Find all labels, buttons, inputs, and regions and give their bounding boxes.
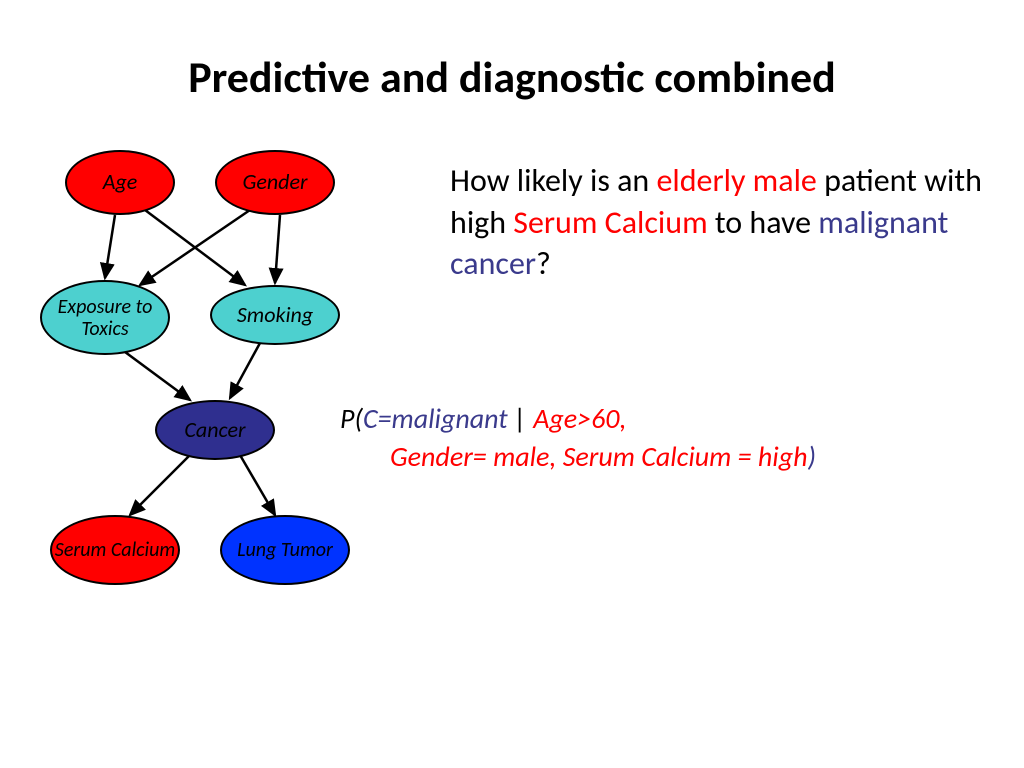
node-gender: Gender xyxy=(215,150,335,215)
edge-age-smoking xyxy=(145,210,245,285)
question-span: to have xyxy=(708,203,819,242)
question-text: How likely is an elderly male patient wi… xyxy=(450,160,990,285)
node-exposure: Exposure to Toxics xyxy=(40,280,170,355)
formula-line-2: Gender= male, Serum Calcium = high) xyxy=(340,438,1000,476)
node-cancer: Cancer xyxy=(155,400,275,460)
formula-span: Age>60, xyxy=(533,401,626,436)
question-span: How likely is an xyxy=(450,161,656,200)
formula-span: P( xyxy=(340,401,363,436)
edge-cancer-lung xyxy=(240,455,275,515)
edge-gender-exposure xyxy=(140,210,250,285)
formula-span: Gender= male, Serum Calcium = high xyxy=(390,439,808,474)
formula-span: C=malignant xyxy=(363,401,508,436)
question-span: Serum Calcium xyxy=(513,203,707,242)
node-age: Age xyxy=(65,150,175,215)
node-lung: Lung Tumor xyxy=(220,515,350,585)
edge-smoking-cancer xyxy=(230,343,260,398)
edge-age-exposure xyxy=(105,215,115,278)
question-span: elderly male xyxy=(656,161,816,200)
edge-cancer-serum xyxy=(130,455,190,515)
formula-line-1: P(C=malignant | Age>60, xyxy=(340,400,1000,438)
probability-formula: P(C=malignant | Age>60,Gender= male, Ser… xyxy=(340,400,1000,476)
question-span: ? xyxy=(536,244,551,283)
node-serum: Serum Calcium xyxy=(50,515,180,585)
formula-span: ) xyxy=(808,439,817,474)
formula-span: | xyxy=(508,401,534,436)
edge-exposure-cancer xyxy=(125,352,190,400)
bayesian-network-diagram: Age Gender Exposure to Toxics Smoking Cancer… xyxy=(20,140,420,620)
edge-gender-smoking xyxy=(275,215,280,283)
node-smoking: Smoking xyxy=(210,285,340,345)
slide-title: Predictive and diagnostic combined xyxy=(0,50,1024,104)
